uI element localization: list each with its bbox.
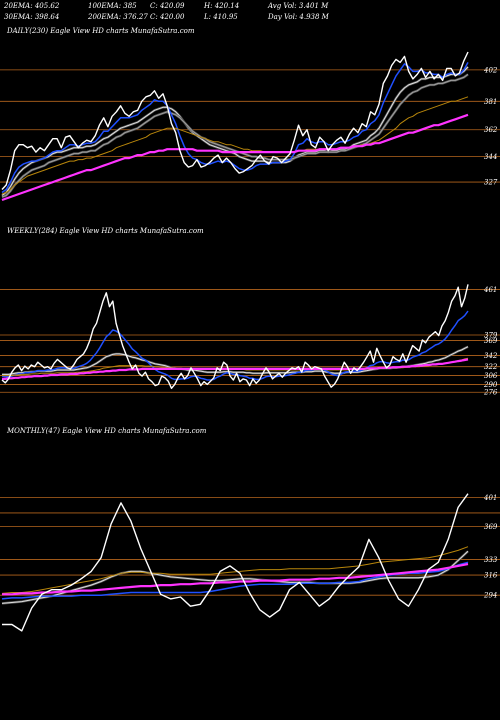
weekly-ytick-276: 276: [483, 389, 498, 397]
daily-ytick-344: 344: [484, 153, 497, 161]
weekly-series-ema_magenta: [2, 358, 469, 380]
monthly-panel: 401 369 333 316 294: [0, 493, 500, 632]
monthly-ytick-294: 294: [483, 592, 497, 600]
monthly-ytick-369: 369: [484, 523, 498, 531]
close-overlap-label: C: 420.09: [150, 2, 185, 10]
daily-series-ema_blue: [1, 62, 469, 194]
weekly-ytick-342: 342: [484, 352, 498, 360]
ema200-label: 200EMA: 376.27: [88, 13, 148, 21]
weekly-panel-title: WEEKLY(284) Eagle View HD charts MunafaS…: [7, 227, 204, 235]
weekly-ytick-461: 461: [483, 286, 497, 294]
daily-series-ema_white2: [1, 73, 469, 198]
daily-series-ema_magenta: [1, 113, 469, 202]
monthly-series-ema_magenta: [2, 563, 469, 596]
monthly-series-ema_white: [1, 550, 469, 604]
weekly-ytick-290: 290: [483, 381, 498, 389]
monthly-ytick-401: 401: [483, 494, 497, 502]
daily-ytick-327: 327: [484, 179, 498, 187]
monthly-ytick-316: 316: [484, 572, 498, 580]
low-label: L: 410.95: [204, 13, 238, 21]
weekly-ytick-379: 379: [484, 332, 498, 340]
daily-series-ema_orange: [1, 96, 469, 195]
monthly-panel-title: MONTHLY(47) Eagle View HD charts MunafaS…: [7, 427, 207, 435]
day-vol-label: Day Vol: 4.938 M: [268, 13, 329, 21]
avg-vol-label: Avg Vol: 3.401 M: [268, 2, 329, 10]
daily-series-ema_white1: [1, 66, 469, 196]
monthly-series-ema_orange: [1, 546, 469, 594]
monthly-series-price: [2, 493, 469, 632]
daily-series-price: [1, 51, 469, 190]
daily-ytick-362: 362: [484, 126, 498, 134]
weekly-ytick-369: 369: [484, 337, 498, 345]
ema30-label: 30EMA: 398.64: [4, 13, 60, 21]
weekly-ytick-322: 322: [484, 363, 498, 371]
ema100-label: 100EMA: 385: [88, 2, 137, 10]
close-label: C: 420.00: [150, 13, 185, 21]
daily-ytick-381: 381: [484, 98, 497, 106]
monthly-series-ema_blue: [1, 561, 469, 600]
daily-panel: 402 381 362 344 327: [0, 51, 500, 202]
monthly-ytick-333: 333: [484, 556, 498, 564]
daily-panel-title: DAILY(230) Eagle View HD charts MunafaSu…: [7, 27, 195, 35]
daily-ytick-402: 402: [483, 66, 498, 74]
ema20-label: 20EMA: 405.62: [4, 2, 60, 10]
high-label: H: 420.14: [204, 2, 240, 10]
weekly-series-price: [1, 284, 469, 389]
weekly-ytick-306: 306: [484, 372, 498, 380]
